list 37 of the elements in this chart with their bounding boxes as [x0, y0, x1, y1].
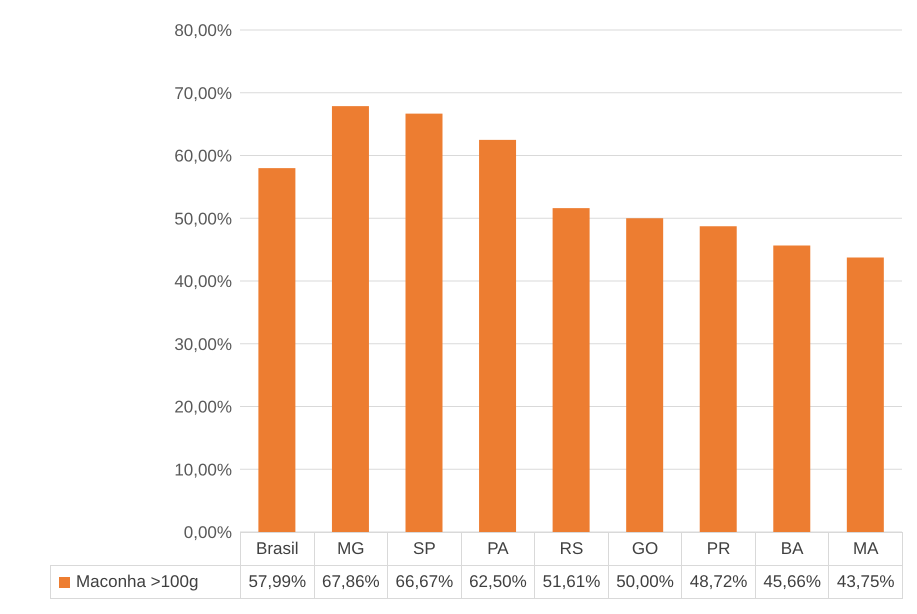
- bar: [773, 245, 810, 532]
- y-tick-label: 70,00%: [174, 84, 232, 103]
- y-tick-label: 50,00%: [174, 209, 232, 228]
- y-tick-label: 0,00%: [184, 523, 232, 542]
- bar: [406, 114, 442, 532]
- x-tick-label: GO: [608, 532, 682, 566]
- data-label: 50,00%: [608, 565, 682, 599]
- bar: [479, 140, 516, 532]
- y-tick-label: 80,00%: [174, 21, 232, 40]
- x-tick-label: SP: [387, 532, 462, 566]
- data-label: 66,67%: [387, 565, 462, 599]
- bar: [846, 257, 884, 532]
- data-label: 62,50%: [460, 565, 536, 599]
- x-tick-label: PA: [460, 532, 536, 566]
- data-label: 48,72%: [681, 565, 756, 599]
- bar: [552, 208, 590, 532]
- data-label: 45,66%: [754, 565, 830, 599]
- y-tick-label: 40,00%: [174, 272, 232, 292]
- data-label: 43,75%: [828, 565, 903, 599]
- bar: [700, 226, 737, 532]
- y-tick-label: 30,00%: [174, 334, 232, 354]
- x-tick-label: MA: [828, 532, 903, 566]
- data-label: 51,61%: [534, 565, 609, 599]
- y-tick-label: 60,00%: [174, 146, 232, 166]
- y-tick-label: 20,00%: [174, 398, 232, 417]
- x-tick-label: RS: [534, 532, 609, 566]
- data-label: 67,86%: [314, 565, 388, 599]
- x-tick-label: PR: [681, 532, 756, 566]
- data-label: 57,99%: [240, 565, 315, 599]
- bar: [332, 106, 369, 532]
- x-tick-label: MG: [314, 532, 388, 566]
- x-tick-label: BA: [754, 532, 830, 566]
- x-tick-label: Brasil: [240, 532, 315, 566]
- bar: [258, 168, 296, 532]
- bar: [626, 218, 664, 532]
- y-tick-label: 10,00%: [174, 460, 232, 480]
- legend-label: Maconha >100g: [76, 572, 198, 592]
